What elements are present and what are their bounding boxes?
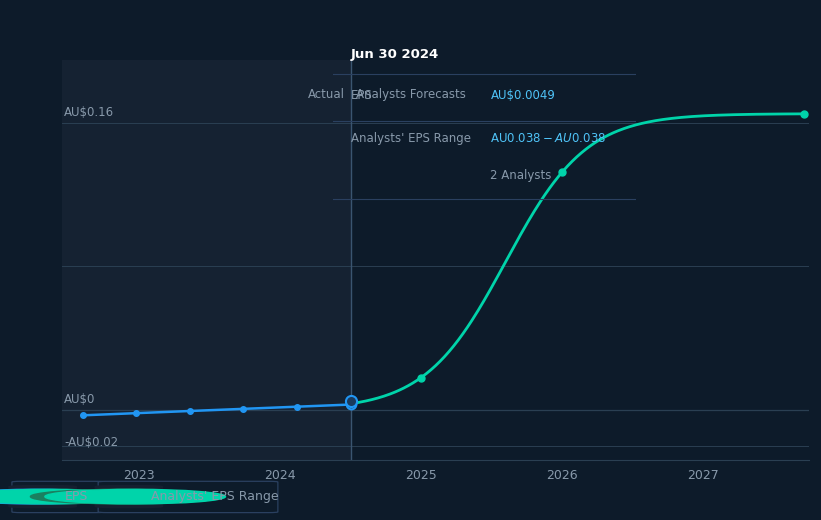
FancyBboxPatch shape xyxy=(99,482,277,513)
Text: AU$0.16: AU$0.16 xyxy=(64,106,114,119)
FancyBboxPatch shape xyxy=(94,485,163,508)
Circle shape xyxy=(45,489,226,504)
Text: Analysts' EPS Range: Analysts' EPS Range xyxy=(151,490,279,503)
Circle shape xyxy=(0,489,140,504)
Text: -AU$0.02: -AU$0.02 xyxy=(64,436,118,449)
Text: AU$0: AU$0 xyxy=(64,393,96,406)
Bar xyxy=(62,60,351,460)
Text: EPS: EPS xyxy=(65,490,89,503)
Circle shape xyxy=(30,489,211,504)
Text: Jun 30 2024: Jun 30 2024 xyxy=(351,48,439,61)
Text: Analysts' EPS Range: Analysts' EPS Range xyxy=(351,132,470,145)
Text: Actual: Actual xyxy=(308,88,345,101)
Text: AU$0.038 - AU$0.038: AU$0.038 - AU$0.038 xyxy=(490,132,607,145)
Text: 2 Analysts: 2 Analysts xyxy=(490,170,552,183)
Text: EPS: EPS xyxy=(351,89,373,102)
Text: Analysts Forecasts: Analysts Forecasts xyxy=(356,88,466,101)
Text: AU$0.0049: AU$0.0049 xyxy=(490,89,555,102)
FancyBboxPatch shape xyxy=(8,485,77,508)
FancyBboxPatch shape xyxy=(11,482,105,513)
Circle shape xyxy=(0,489,125,504)
